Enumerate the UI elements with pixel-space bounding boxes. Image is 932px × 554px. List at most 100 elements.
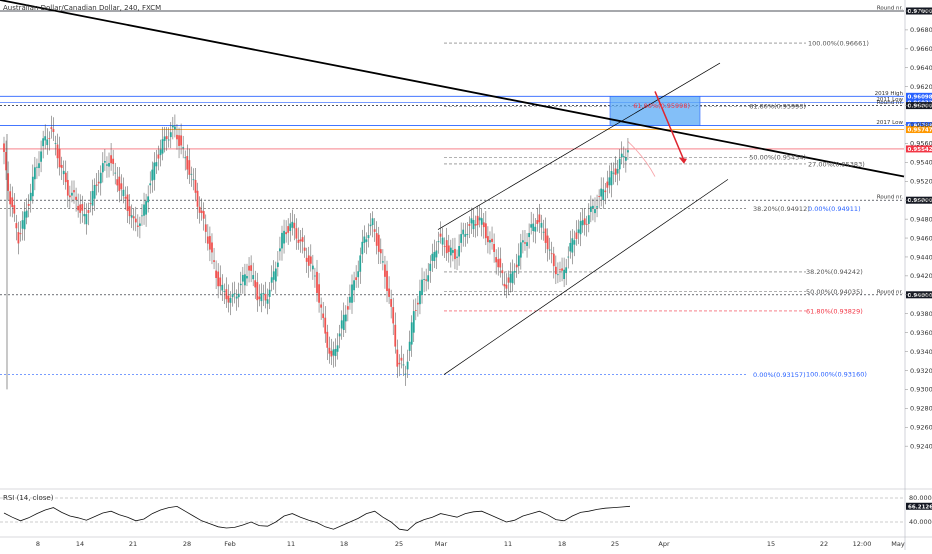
candle-body <box>499 259 501 268</box>
candle-body <box>90 203 92 204</box>
candle-body <box>611 171 613 185</box>
candle-body <box>471 218 473 223</box>
fib-label: 50.00%(0.94035) <box>806 288 863 296</box>
candle-body <box>361 242 363 254</box>
round-nr-label: Round nr. <box>877 195 903 201</box>
candle-body <box>462 230 464 235</box>
candle-body <box>110 155 112 163</box>
fib-label: 100.00%(0.93160) <box>806 371 867 379</box>
candle-body <box>59 149 61 167</box>
candle-body <box>464 234 466 237</box>
candle-body <box>106 164 108 165</box>
candle-body <box>569 243 571 251</box>
candle-body <box>530 224 532 227</box>
candle-body <box>207 236 209 243</box>
candle-body <box>386 271 388 291</box>
x-tick-label: 11 <box>504 540 512 548</box>
candle-body <box>285 232 287 234</box>
candle-body <box>473 220 475 229</box>
candle-body <box>514 271 516 273</box>
candle-body <box>600 189 602 197</box>
candle-body <box>281 233 283 249</box>
candle-body <box>407 362 409 370</box>
candle-body <box>197 191 199 207</box>
fib-label: 100.00%(0.96661) <box>808 39 869 47</box>
level-note: 2011 Low <box>876 97 903 103</box>
candle-body <box>7 173 9 191</box>
candle-body <box>217 272 219 287</box>
candle-body <box>460 234 462 243</box>
candle-body <box>468 224 470 226</box>
candle-body <box>368 235 370 238</box>
round-nr-label: Round nr. <box>877 6 903 12</box>
candle-body <box>619 159 621 170</box>
candle-body <box>516 265 518 268</box>
candle-body <box>48 138 50 139</box>
candle-body <box>604 191 606 193</box>
candle-body <box>166 136 168 139</box>
candle-body <box>114 173 116 174</box>
candle-body <box>230 298 232 303</box>
candle-body <box>508 277 510 282</box>
candle-body <box>594 209 596 213</box>
candle-body <box>65 173 67 182</box>
candle-body <box>211 242 213 252</box>
price-badge-text: 0.95542 <box>908 147 932 153</box>
candle-body <box>149 183 151 185</box>
x-tick-label: Mar <box>435 540 448 548</box>
candle-body <box>195 180 197 193</box>
candle-body <box>190 174 192 175</box>
candle-body <box>100 173 102 184</box>
candle-body <box>265 294 267 300</box>
candle-body <box>506 285 508 289</box>
candle-body <box>501 270 503 273</box>
candle-body <box>561 268 563 270</box>
candle-body <box>582 220 584 225</box>
candle-body <box>98 182 100 184</box>
candle-body <box>483 222 485 227</box>
candle-body <box>234 293 236 294</box>
candle-body <box>388 289 390 297</box>
candle-body <box>293 223 295 228</box>
candle-body <box>69 195 71 197</box>
candle-body <box>436 251 438 258</box>
candle-body <box>151 170 153 181</box>
candle-body <box>182 147 184 148</box>
candle-body <box>625 157 627 160</box>
candle-body <box>131 215 133 217</box>
candle-body <box>5 152 7 170</box>
candle-body <box>168 140 170 141</box>
candle-body <box>267 299 269 303</box>
candle-body <box>411 322 413 344</box>
candle-body <box>576 232 578 238</box>
candle-body <box>318 284 320 302</box>
candle-body <box>44 136 46 140</box>
rsi-label: RSI (14, close) <box>3 494 54 502</box>
candle-body <box>339 334 341 337</box>
candle-body <box>586 224 588 225</box>
candle-body <box>532 224 534 231</box>
y-tick-label: 0.95000 <box>910 197 932 205</box>
candle-body <box>287 226 289 233</box>
candle-body <box>320 304 322 307</box>
candle-body <box>164 136 166 140</box>
candle-body <box>357 271 359 277</box>
level-note: 2017 Low <box>876 120 903 126</box>
candle-body <box>522 240 524 242</box>
candle-body <box>170 132 172 137</box>
candle-body <box>446 240 448 253</box>
candle-body <box>380 249 382 253</box>
candle-body <box>590 206 592 211</box>
candle-body <box>382 261 384 262</box>
candle-body <box>335 349 337 356</box>
fib-label: 50.00%(0.95454) <box>749 154 806 162</box>
candle-body <box>244 274 246 285</box>
candle-body <box>258 297 260 300</box>
candle-body <box>316 272 318 293</box>
candle-body <box>79 205 81 213</box>
